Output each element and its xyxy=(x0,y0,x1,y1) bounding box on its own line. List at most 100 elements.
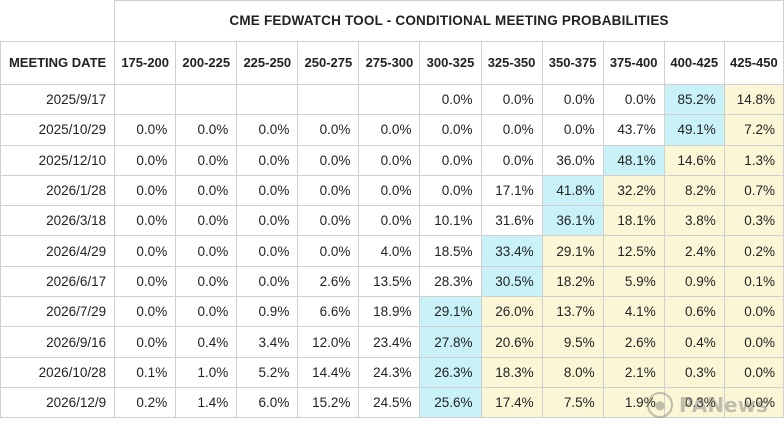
probability-cell: 32.2% xyxy=(602,174,665,207)
probability-cell xyxy=(358,83,421,116)
probability-cell: 1.3% xyxy=(723,144,784,176)
probability-cell: 3.4% xyxy=(236,326,299,358)
probability-cell: 0.9% xyxy=(236,296,299,328)
probability-cell: 0.0% xyxy=(419,174,482,207)
probability-cell: 7.2% xyxy=(723,114,784,146)
probability-cell: 0.0% xyxy=(175,205,238,237)
range-header-350-375: 350-375 xyxy=(541,41,604,85)
probability-cell: 0.0% xyxy=(114,174,177,207)
probability-cell: 4.1% xyxy=(602,296,665,328)
probability-cell: 0.4% xyxy=(175,326,238,358)
probability-cell: 25.6% xyxy=(419,386,482,419)
probability-cell: 48.1% xyxy=(602,144,665,176)
table-row: 2026/9/16 0.0% 0.4% 3.4% 12.0% 23.4% 27.8% 20.6… xyxy=(0,326,784,358)
probability-cell: 0.0% xyxy=(114,235,177,267)
probability-cell: 0.0% xyxy=(358,144,421,176)
probability-cell: 20.6% xyxy=(480,326,543,358)
probability-cell: 29.1% xyxy=(541,235,604,267)
table-row: 2026/10/28 0.1% 1.0% 5.2% 14.4% 24.3% 26.3% 18.… xyxy=(0,356,784,388)
probability-cell: 0.0% xyxy=(297,235,360,267)
probability-cell: 28.3% xyxy=(419,265,482,298)
probability-cell: 85.2% xyxy=(663,83,725,116)
meeting-date-cell: 2025/9/17 xyxy=(0,83,116,116)
probability-cell: 0.0% xyxy=(236,144,299,176)
probability-cell: 0.1% xyxy=(114,356,177,388)
probability-cell: 36.0% xyxy=(541,144,604,176)
title-row: CME FEDWATCH TOOL - CONDITIONAL MEETING … xyxy=(0,0,784,42)
probability-cell: 0.3% xyxy=(663,386,725,419)
meeting-date-cell: 2026/12/9 xyxy=(0,386,116,419)
probability-cell: 2.4% xyxy=(663,235,725,267)
probability-cell: 2.1% xyxy=(602,356,665,388)
probability-cell xyxy=(175,83,238,116)
table-row: 2026/12/9 0.2% 1.4% 6.0% 15.2% 24.5% 25.6% 17.4… xyxy=(0,386,784,419)
range-header-175-200: 175-200 xyxy=(114,41,177,85)
meeting-date-cell: 2026/1/28 xyxy=(0,174,116,207)
probability-cell: 31.6% xyxy=(480,205,543,237)
probability-cell: 7.5% xyxy=(541,386,604,419)
probability-cell: 6.6% xyxy=(297,296,360,328)
probability-cell: 0.0% xyxy=(114,265,177,298)
probability-cell: 12.5% xyxy=(602,235,665,267)
probability-cell xyxy=(236,83,299,116)
probability-cell: 0.0% xyxy=(236,265,299,298)
probability-cell: 24.3% xyxy=(358,356,421,388)
probability-cell: 2.6% xyxy=(297,265,360,298)
probability-cell: 17.4% xyxy=(480,386,543,419)
meeting-date-cell: 2026/3/18 xyxy=(0,205,116,237)
probability-cell: 29.1% xyxy=(419,296,482,328)
probability-cell: 0.0% xyxy=(114,114,177,146)
probability-cell: 36.1% xyxy=(541,205,604,237)
probability-cell: 5.9% xyxy=(602,265,665,298)
probability-cell: 0.0% xyxy=(358,205,421,237)
probability-cell: 0.2% xyxy=(723,235,784,267)
range-header-225-250: 225-250 xyxy=(236,41,299,85)
probability-cell: 26.0% xyxy=(480,296,543,328)
meeting-date-cell: 2025/10/29 xyxy=(0,114,116,146)
probability-cell: 0.0% xyxy=(114,144,177,176)
probability-cell: 0.0% xyxy=(723,326,784,358)
probability-cell: 41.8% xyxy=(541,174,604,207)
probability-cell: 15.2% xyxy=(297,386,360,419)
probability-cell: 0.6% xyxy=(663,296,725,328)
probability-cell: 5.2% xyxy=(236,356,299,388)
table-row: 2025/12/10 0.0% 0.0% 0.0% 0.0% 0.0% 0.0% 0.0% 36… xyxy=(0,144,784,176)
probability-cell: 0.0% xyxy=(175,265,238,298)
probability-cell xyxy=(297,83,360,116)
probability-cell xyxy=(114,83,177,116)
probability-cell: 30.5% xyxy=(480,265,543,298)
probability-cell: 18.3% xyxy=(480,356,543,388)
probability-cell: 6.0% xyxy=(236,386,299,419)
probability-cell: 17.1% xyxy=(480,174,543,207)
probability-cell: 18.5% xyxy=(419,235,482,267)
probability-cell: 18.2% xyxy=(541,265,604,298)
probability-cell: 18.1% xyxy=(602,205,665,237)
probability-cell: 0.0% xyxy=(723,386,784,419)
probability-cell: 9.5% xyxy=(541,326,604,358)
table-body: 2025/9/17 0.0% 0.0% 0.0% 0.0% 85.2% 14.8% 2025/… xyxy=(0,83,784,419)
table-row: 2026/1/28 0.0% 0.0% 0.0% 0.0% 0.0% 0.0% 17.1% 41… xyxy=(0,174,784,207)
probability-cell: 14.4% xyxy=(297,356,360,388)
meeting-date-cell: 2025/12/10 xyxy=(0,144,116,176)
probability-cell: 0.0% xyxy=(236,205,299,237)
probability-cell: 0.0% xyxy=(236,114,299,146)
probability-cell: 0.0% xyxy=(175,235,238,267)
table-row: 2025/9/17 0.0% 0.0% 0.0% 0.0% 85.2% 14.8% xyxy=(0,83,784,116)
probability-cell: 43.7% xyxy=(602,114,665,146)
meeting-date-header: MEETING DATE xyxy=(0,41,116,85)
probability-cell: 0.0% xyxy=(175,296,238,328)
probability-cell: 2.6% xyxy=(602,326,665,358)
meeting-date-cell: 2026/4/29 xyxy=(0,235,116,267)
probability-cell: 0.0% xyxy=(114,205,177,237)
probability-cell: 0.0% xyxy=(114,296,177,328)
range-header-425-450: 425-450 xyxy=(723,41,784,85)
meeting-date-cell: 2026/7/29 xyxy=(0,296,116,328)
probability-cell: 0.0% xyxy=(236,235,299,267)
probability-cell: 33.4% xyxy=(480,235,543,267)
probability-cell: 0.0% xyxy=(541,83,604,116)
probability-cell: 0.3% xyxy=(723,205,784,237)
probability-cell: 1.0% xyxy=(175,356,238,388)
table-row: 2025/10/29 0.0% 0.0% 0.0% 0.0% 0.0% 0.0% 0.0% 0.… xyxy=(0,114,784,146)
